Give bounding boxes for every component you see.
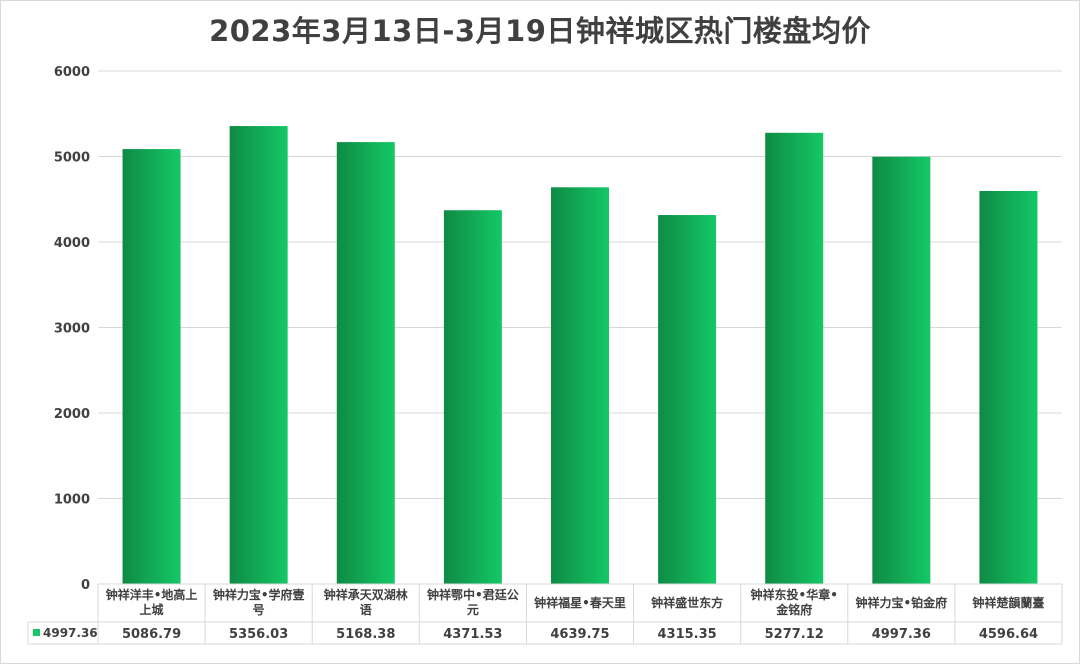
bars xyxy=(122,126,1038,585)
bar xyxy=(765,132,824,584)
x-tick-label: 钟祥楚韻蘭臺 xyxy=(972,595,1044,610)
x-tick-label: 钟祥福星•春天里 xyxy=(534,595,626,610)
data-label: 4315.35 xyxy=(658,627,717,642)
y-tick-label: 5000 xyxy=(54,151,90,166)
bar xyxy=(443,210,502,584)
x-tick-label: 元 xyxy=(467,603,479,617)
chart-title: 2023年3月13日-3月19日钟祥城区热门楼盘均价 xyxy=(209,14,871,48)
data-label: 5277.12 xyxy=(765,627,824,642)
legend-label: 4997.36 xyxy=(43,626,98,640)
x-tick-label: 钟祥东投•华章• xyxy=(751,587,838,602)
bar xyxy=(122,149,181,584)
x-tick-label: 钟祥承天双湖林 xyxy=(324,587,408,602)
y-tick-label: 2000 xyxy=(54,407,90,422)
x-tick-label: 上城 xyxy=(140,602,164,617)
data-label: 4639.75 xyxy=(550,627,609,642)
y-tick-label: 0 xyxy=(81,578,90,593)
data-label: 5086.79 xyxy=(122,627,181,642)
data-label: 5356.03 xyxy=(229,627,288,642)
x-tick-label: 语 xyxy=(360,602,372,617)
x-tick-label: 金铭府 xyxy=(775,602,812,617)
y-tick-label: 1000 xyxy=(54,493,90,508)
x-tick-label: 钟祥鄂中•君廷公 xyxy=(427,587,519,602)
y-tick-label: 6000 xyxy=(54,65,90,80)
bar xyxy=(979,190,1038,584)
y-tick-label: 4000 xyxy=(54,236,90,251)
legend-swatch xyxy=(33,629,40,636)
data-label: 4596.64 xyxy=(979,627,1038,642)
bar xyxy=(229,126,288,584)
y-axis-ticks: 0 1000 2000 3000 4000 5000 6000 xyxy=(54,65,90,593)
bar xyxy=(336,142,395,584)
data-label: 4371.53 xyxy=(443,627,502,642)
bar xyxy=(658,215,717,584)
x-tick-label: 号 xyxy=(253,602,265,617)
bar xyxy=(872,156,931,585)
bar xyxy=(551,187,609,584)
data-label: 5168.38 xyxy=(336,627,395,642)
x-tick-label: 钟祥力宝•学府壹 xyxy=(213,587,305,602)
y-tick-label: 3000 xyxy=(54,322,90,337)
x-tick-label: 钟祥盛世东方 xyxy=(651,595,723,610)
x-tick-label: 钟祥洋丰•地高上 xyxy=(106,587,198,602)
data-label: 4997.36 xyxy=(872,627,931,642)
x-tick-label: 钟祥力宝•铂金府 xyxy=(855,595,947,610)
